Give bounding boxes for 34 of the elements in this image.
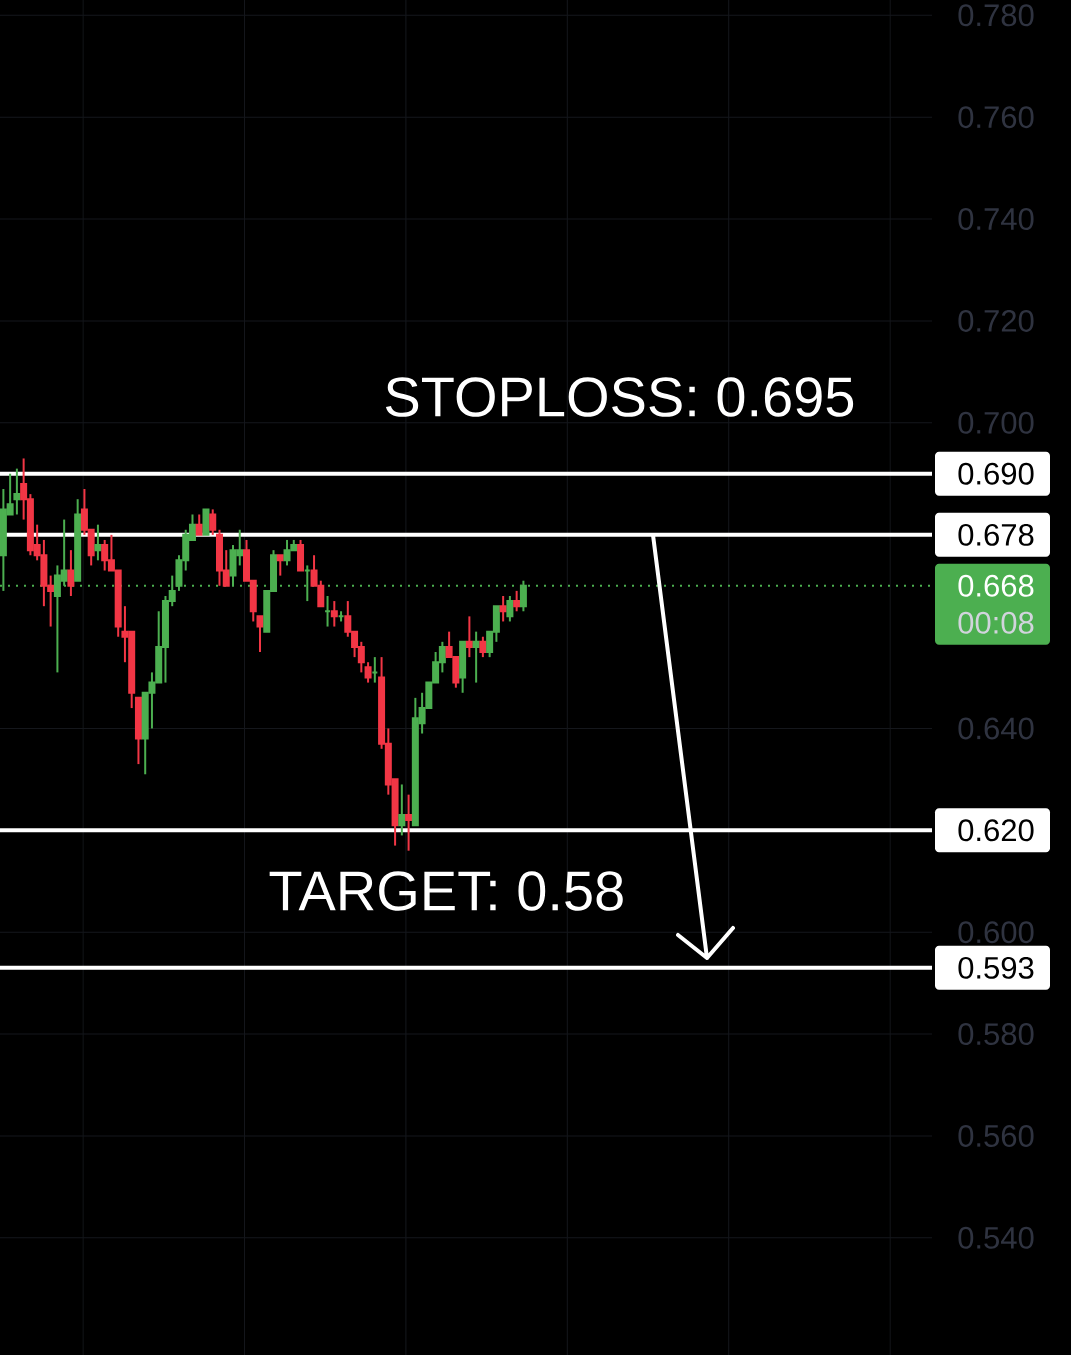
ref-line-label: 0.678 bbox=[958, 523, 1034, 546]
candlestick bbox=[398, 783, 406, 837]
y-tick-label: 0.540 bbox=[958, 1226, 1034, 1249]
y-tick-label: 0.580 bbox=[958, 1023, 1034, 1046]
candlestick bbox=[330, 600, 338, 628]
y-tick-label: 0.560 bbox=[958, 1124, 1034, 1147]
candlestick bbox=[364, 661, 372, 684]
annotation: TARGET: 0.58 bbox=[269, 871, 623, 911]
candlestick bbox=[13, 467, 21, 516]
candlestick bbox=[506, 594, 514, 623]
annotation: STOPLOSS: 0.695 bbox=[385, 377, 854, 417]
candlestick bbox=[276, 554, 284, 577]
ref-line-label: 0.690 bbox=[958, 462, 1034, 485]
y-tick-label: 0.600 bbox=[958, 921, 1034, 944]
y-tick-label: 0.700 bbox=[958, 411, 1034, 434]
candlestick bbox=[465, 615, 473, 659]
candlestick bbox=[499, 594, 507, 623]
ref-line-label: 0.620 bbox=[958, 819, 1034, 842]
text: 00:08 bbox=[958, 611, 1034, 634]
y-tick-label: 0.760 bbox=[958, 106, 1034, 129]
y-tick-label: 0.780 bbox=[958, 4, 1034, 27]
candlestick bbox=[94, 523, 102, 562]
candlestick bbox=[513, 589, 521, 613]
y-tick-label: 0.640 bbox=[958, 717, 1034, 740]
y-tick-label: 0.740 bbox=[958, 208, 1034, 231]
candlestick bbox=[256, 615, 264, 654]
candlestick bbox=[479, 635, 487, 659]
candlestick bbox=[67, 549, 75, 597]
ref-line-label: 0.668 bbox=[958, 574, 1034, 597]
candlestick bbox=[405, 793, 413, 852]
candlestick bbox=[209, 508, 217, 536]
y-tick-label: 0.720 bbox=[958, 309, 1034, 332]
ref-line-label: 0.593 bbox=[958, 956, 1034, 979]
candlestick bbox=[472, 630, 480, 684]
